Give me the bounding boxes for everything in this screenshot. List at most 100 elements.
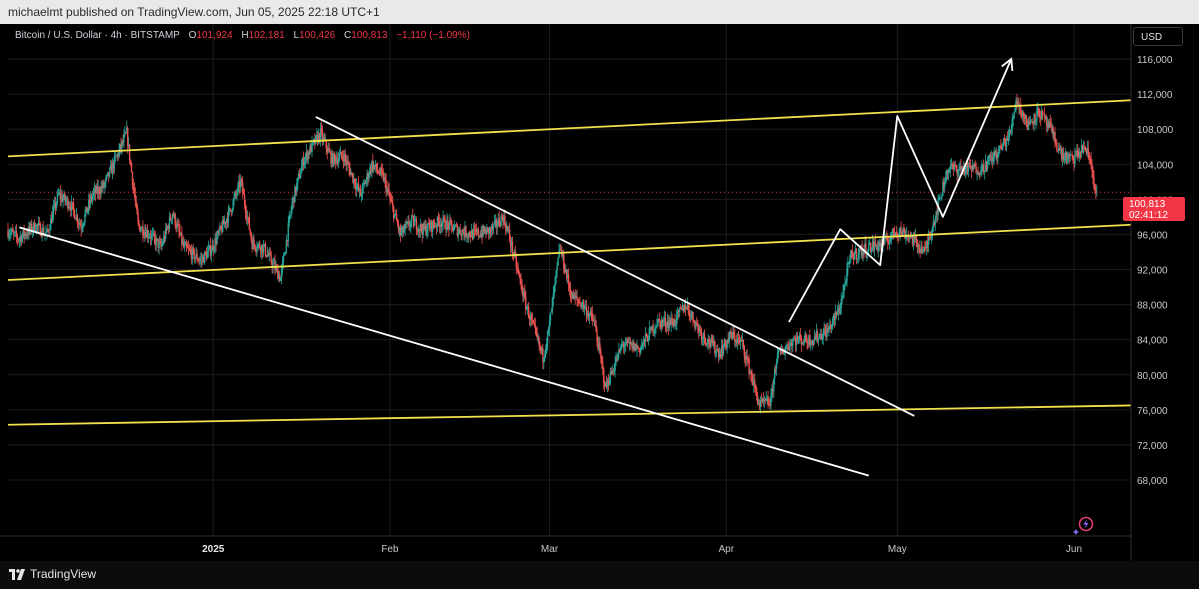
- candle-body: [1036, 109, 1038, 120]
- candle-body: [79, 222, 81, 226]
- candle-body: [869, 242, 871, 245]
- candle-body: [1056, 142, 1058, 151]
- candle-body: [91, 195, 94, 200]
- candle-body: [548, 320, 551, 329]
- candle-body: [383, 177, 385, 181]
- candle-body: [158, 241, 160, 249]
- candle-body: [1017, 102, 1019, 104]
- candle-body: [492, 224, 495, 229]
- candle-body: [435, 225, 438, 227]
- candle-body: [66, 198, 68, 201]
- candle-body: [1024, 115, 1027, 119]
- candle-body: [768, 403, 770, 405]
- candle-body: [605, 382, 608, 387]
- candle-body: [55, 202, 58, 208]
- candle-body: [260, 248, 262, 253]
- candle-body: [118, 149, 120, 157]
- candle-body: [774, 368, 777, 370]
- candle-body: [231, 209, 233, 213]
- candle-body: [1026, 126, 1029, 131]
- candle-body: [864, 243, 866, 251]
- candle-body: [1063, 157, 1066, 160]
- candle-body: [800, 337, 803, 345]
- tradingview-logo[interactable]: TradingView: [9, 567, 96, 581]
- candle-body: [564, 270, 567, 273]
- candle-body: [678, 310, 680, 312]
- candle-body: [995, 152, 997, 155]
- candle-body: [939, 198, 941, 199]
- candle-body: [172, 214, 175, 217]
- candle-body: [907, 236, 910, 238]
- candle-body: [660, 319, 663, 328]
- candle-body: [241, 179, 243, 183]
- candle-body: [1059, 147, 1061, 151]
- candle-body: [320, 128, 323, 131]
- candle-body: [726, 339, 728, 348]
- candle-body: [836, 312, 839, 316]
- candle-body: [1018, 102, 1020, 108]
- candle-body: [10, 232, 12, 235]
- candle-body: [394, 214, 397, 215]
- candle-body: [409, 226, 411, 228]
- candle-body: [85, 206, 87, 214]
- candle-body: [192, 248, 194, 250]
- candle-body: [706, 344, 708, 345]
- candle-body: [363, 182, 365, 184]
- candle-body: [799, 335, 802, 338]
- candle-body: [803, 342, 805, 344]
- candle-body: [335, 157, 337, 163]
- candle-body: [604, 382, 607, 387]
- chart-area[interactable]: 116,000112,000108,000104,000100,00096,00…: [0, 24, 1199, 561]
- candle-body: [1044, 116, 1047, 118]
- candle-body: [122, 140, 124, 143]
- candle-body: [844, 282, 846, 285]
- publish-info: michaelmt published on TradingView.com, …: [8, 5, 380, 19]
- candle-body: [300, 166, 303, 174]
- candle-body: [21, 235, 23, 243]
- candle-body: [136, 204, 138, 215]
- candle-body: [972, 165, 974, 169]
- candle-body: [558, 250, 560, 258]
- candle-body: [178, 225, 180, 232]
- candle-body: [739, 340, 742, 342]
- candle-body: [652, 325, 654, 334]
- candle-body: [1066, 158, 1069, 161]
- candle-body: [667, 321, 670, 328]
- candle-body: [148, 236, 151, 238]
- candle-body: [60, 195, 62, 199]
- candle-body: [944, 183, 946, 187]
- candle-body: [68, 206, 70, 209]
- candle-body: [401, 226, 403, 232]
- candle-body: [289, 214, 291, 217]
- lightning-icon[interactable]: [1072, 515, 1094, 537]
- projection-path: [788, 58, 1013, 323]
- candle-body: [840, 299, 842, 308]
- candle-body: [246, 217, 249, 219]
- candle-body: [915, 236, 917, 240]
- chart-svg[interactable]: 116,000112,000108,000104,000100,00096,00…: [0, 24, 1199, 561]
- candle-body: [743, 345, 746, 356]
- candle-body: [321, 130, 324, 141]
- candle-body: [868, 244, 870, 251]
- candle-body: [533, 323, 536, 326]
- candle-body: [105, 177, 107, 183]
- candle-body: [826, 328, 828, 338]
- candle-body: [923, 247, 925, 252]
- candle-body: [1095, 190, 1097, 193]
- candle-body: [252, 239, 254, 250]
- candle-body: [473, 229, 476, 231]
- candle-body: [400, 231, 403, 235]
- candle-body: [922, 251, 924, 254]
- candle-body: [349, 168, 351, 176]
- candle-body: [950, 164, 953, 167]
- candle-body: [90, 196, 93, 200]
- candle-body: [622, 343, 624, 345]
- candle-body: [1071, 154, 1073, 156]
- candle-body: [942, 181, 944, 196]
- candle-body: [1035, 119, 1037, 122]
- candle-body: [248, 217, 251, 230]
- candle-body: [903, 228, 905, 232]
- candle-body: [160, 241, 162, 247]
- candle-body: [518, 271, 520, 276]
- currency-selector[interactable]: USD: [1133, 27, 1183, 46]
